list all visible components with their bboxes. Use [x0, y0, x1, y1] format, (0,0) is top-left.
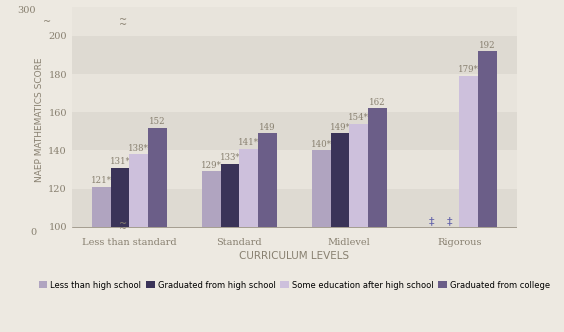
Bar [202, 172, 221, 227]
Text: 138*: 138* [128, 144, 149, 153]
Bar [92, 187, 111, 227]
Text: ~: ~ [119, 20, 127, 30]
Legend: Less than high school, Graduated from high school, Some education after high sch: Less than high school, Graduated from hi… [36, 278, 553, 293]
Bar [331, 133, 349, 227]
Text: 300: 300 [17, 6, 36, 15]
Bar [368, 109, 387, 227]
Text: 0: 0 [30, 228, 36, 237]
Text: 121*: 121* [91, 176, 112, 185]
Text: 129*: 129* [201, 161, 222, 170]
Bar [239, 148, 258, 227]
Bar [478, 51, 497, 227]
Text: 179*: 179* [458, 65, 479, 74]
X-axis label: CURRICULUM LEVELS: CURRICULUM LEVELS [239, 251, 349, 261]
Text: ~: ~ [43, 17, 51, 28]
Text: ‡: ‡ [429, 216, 434, 226]
Text: 140*: 140* [311, 140, 332, 149]
Text: 149*: 149* [329, 123, 350, 132]
Y-axis label: NAEP MATHEMATICS SCORE: NAEP MATHEMATICS SCORE [35, 58, 44, 182]
Text: 133*: 133* [219, 153, 240, 162]
Bar [312, 150, 331, 227]
Bar [129, 154, 148, 227]
Bar [72, 7, 517, 36]
Text: 192: 192 [479, 41, 496, 49]
Bar [72, 189, 517, 227]
Bar [72, 150, 517, 189]
Bar [459, 76, 478, 227]
Text: ~: ~ [119, 224, 127, 234]
Bar [221, 164, 239, 227]
Bar [148, 127, 167, 227]
Bar [72, 74, 517, 112]
Text: 154*: 154* [348, 113, 369, 122]
Text: 152: 152 [149, 117, 166, 126]
Text: ~: ~ [119, 218, 127, 228]
Text: 149: 149 [259, 123, 276, 132]
Bar [258, 133, 277, 227]
Bar [72, 112, 517, 150]
Text: 162: 162 [369, 98, 386, 107]
Bar [349, 124, 368, 227]
Text: 141*: 141* [238, 138, 259, 147]
Text: ‡: ‡ [447, 216, 453, 226]
Text: 131*: 131* [109, 157, 130, 166]
Bar [111, 168, 129, 227]
Text: ~: ~ [119, 15, 127, 25]
Bar [72, 36, 517, 74]
